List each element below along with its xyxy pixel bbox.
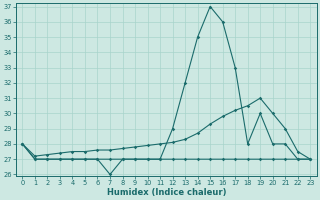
X-axis label: Humidex (Indice chaleur): Humidex (Indice chaleur) <box>107 188 226 197</box>
